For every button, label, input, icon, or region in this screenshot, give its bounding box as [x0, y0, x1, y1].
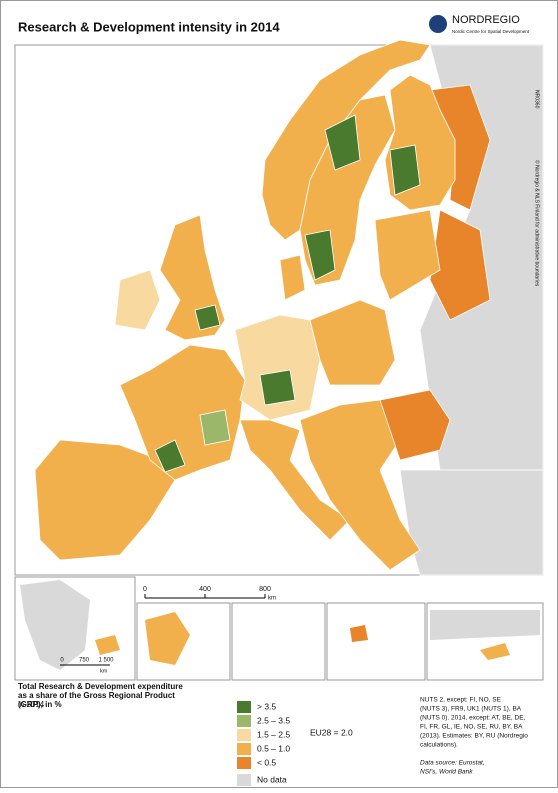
scale-label: 800 — [259, 586, 271, 593]
legend-label: > 3.5 — [257, 701, 276, 711]
legend-swatch — [237, 743, 251, 755]
scale-label: 0 — [143, 586, 147, 593]
turkey — [399, 469, 544, 576]
notes-line: (NUTS 0). 2014, except: AT, BE, DE, — [420, 715, 526, 722]
logo-subtitle: Nordic Centre for Spatial Development — [452, 29, 530, 34]
scale-unit: km — [100, 668, 108, 674]
scale-label: 750 — [79, 658, 90, 664]
romania — [379, 389, 451, 461]
scale-unit: km — [268, 596, 276, 602]
baltic-states — [374, 209, 441, 301]
germany — [234, 314, 321, 421]
ireland — [114, 269, 161, 331]
region-mid — [199, 409, 231, 446]
scale-label: 0 — [60, 658, 64, 664]
title: Research & Development intensity in 2014 — [18, 19, 280, 34]
iceland — [95, 635, 120, 655]
legend-title: Total Research & Development expenditure — [18, 682, 183, 691]
scale-label: 400 — [199, 586, 211, 593]
logo-icon — [429, 15, 447, 33]
legend-subtitle: in 2014 — [18, 700, 45, 709]
legend-label: 1.5 – 2.5 — [257, 729, 290, 739]
main-map: NR0360 © Nordregio & NLS Finland for adm… — [14, 39, 544, 576]
balkans — [299, 399, 421, 571]
poland — [309, 299, 396, 386]
region-high — [324, 114, 361, 171]
notes-line: (2013). Estimates: BY, RU (Nordregio — [420, 733, 528, 740]
inset-region — [350, 625, 368, 642]
scale-label: 1 500 — [98, 658, 114, 664]
insets: 0 750 1 500 km 0 400 800 km — [14, 576, 544, 681]
region-high — [259, 369, 296, 406]
legend-title: as a share of the Gross Regional Product — [18, 691, 175, 700]
norway — [261, 39, 431, 241]
legend-label: No data — [257, 774, 287, 784]
notes-line: NUTS 2, except: FI, NO, SE — [420, 697, 502, 704]
france — [119, 344, 246, 481]
legend-swatch — [237, 715, 251, 727]
cyprus — [480, 643, 510, 660]
copyright: © Nordregio & NLS Finland for administra… — [534, 160, 541, 287]
inset-land — [430, 610, 540, 640]
notes-line: calculations). — [420, 742, 458, 749]
legend: in 2014 EU28 = 2.0 Total Research & Deve… — [18, 682, 528, 786]
legend-label: 2.5 – 3.5 — [257, 715, 290, 725]
legend-swatch — [237, 774, 251, 786]
legend-swatch — [237, 729, 251, 741]
legend-title: (GRP), in % — [18, 700, 62, 709]
region-high — [389, 144, 421, 196]
notes-line: FI, FR, GL, IE, NO, SE, RU, BY, BA — [420, 724, 523, 731]
logo-name: NORDREGIO — [452, 14, 520, 26]
map-id: NR0360 — [534, 90, 540, 109]
greenland — [20, 580, 90, 670]
region-high — [154, 439, 186, 473]
denmark — [279, 254, 306, 301]
legend-label: < 0.5 — [257, 757, 276, 767]
inset-frame — [231, 602, 326, 681]
legend-swatch — [237, 757, 251, 769]
iberia — [34, 439, 176, 561]
notes-line: (NUTS 3), FR9, UK1 (NUTS 1), BA — [420, 706, 522, 713]
legend-label: 0.5 – 1.0 — [257, 743, 290, 753]
eu-average: EU28 = 2.0 — [310, 727, 353, 737]
region-high — [194, 304, 221, 331]
inset-frame — [326, 602, 426, 681]
source-line: Data source: Eurostat, — [420, 760, 485, 767]
region-high — [304, 229, 336, 281]
source-line: NSI's, World Bank — [420, 769, 473, 776]
inset-region — [145, 612, 190, 665]
legend-swatch — [237, 701, 251, 713]
